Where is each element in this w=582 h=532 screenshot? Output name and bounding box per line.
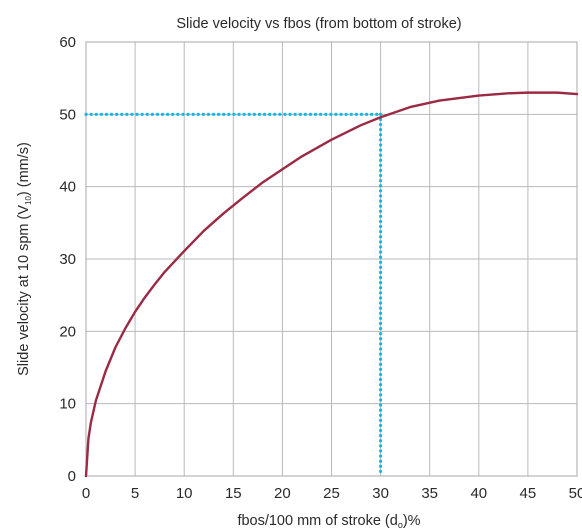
x-axis-label: fbos/100 mm of stroke (do)% [237, 513, 420, 530]
x-tick-label: 5 [131, 485, 139, 502]
y-tick-label: 0 [68, 468, 76, 485]
x-tick-label: 10 [176, 485, 193, 502]
series-line-1 [84, 91, 579, 478]
y-axis-label-subscript: 10 [24, 196, 33, 205]
y-tick-label: 40 [59, 179, 76, 196]
series-layer [84, 91, 579, 478]
y-axis-label-suffix: ) (mm/s) [16, 142, 32, 196]
y-tick-label: 20 [59, 323, 76, 340]
y-tick-label: 10 [59, 396, 76, 413]
y-axis-label: Slide velocity at 10 spm (V10) (mm/s) [16, 142, 33, 376]
x-axis-label-suffix: )% [403, 513, 421, 529]
y-tick-label: 50 [59, 106, 76, 123]
x-tick-label: 40 [470, 485, 487, 502]
chart-title: Slide velocity vs fbos (from bottom of s… [176, 16, 461, 32]
x-axis-label-main: fbos/100 mm of stroke (d [237, 513, 397, 529]
x-tick-label: 20 [274, 485, 291, 502]
x-tick-label: 15 [225, 485, 242, 502]
y-tick-label: 30 [59, 251, 76, 268]
x-tick-label: 0 [82, 485, 90, 502]
x-tick-labels: 0 5 10 15 20 25 30 35 40 45 50 [82, 485, 582, 502]
plot-frame [85, 41, 578, 477]
x-tick-label: 50 [569, 485, 582, 502]
y-axis-label-main: Slide velocity at 10 spm (V [16, 205, 32, 376]
x-axis-label-subscript: o [398, 520, 403, 530]
y-tick-labels: 0 10 20 30 40 50 60 [59, 34, 76, 485]
guide-lines [84, 112, 383, 478]
x-tick-label: 45 [520, 485, 537, 502]
x-tick-label: 35 [421, 485, 438, 502]
grid-lines [85, 41, 578, 477]
x-tick-label: 30 [372, 485, 389, 502]
y-tick-label: 60 [59, 34, 76, 51]
x-tick-label: 25 [323, 485, 340, 502]
